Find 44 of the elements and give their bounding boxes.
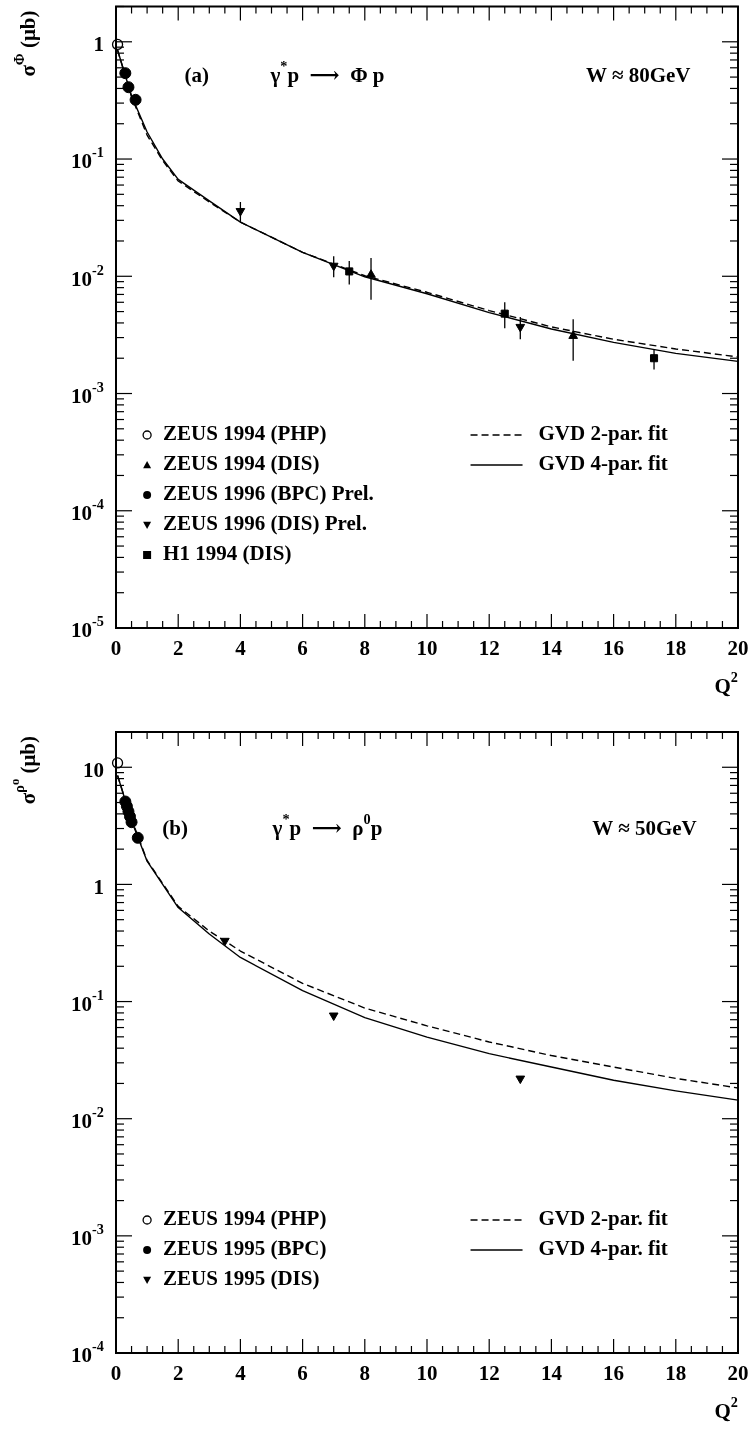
annotation: W ≈ 50GeV	[592, 816, 697, 841]
x-tick-label: 4	[235, 636, 247, 661]
x-tick-label: 20	[727, 1361, 749, 1386]
x-tick-label: 12	[478, 1361, 500, 1386]
legend-label: GVD 2-par. fit	[538, 1206, 668, 1231]
legend-label: ZEUS 1995 (BPC)	[163, 1236, 327, 1261]
x-tick-label: 10	[416, 1361, 438, 1386]
x-tick-label: 0	[110, 1361, 122, 1386]
legend-label: ZEUS 1994 (DIS)	[163, 451, 320, 476]
x-tick-label: 6	[297, 636, 308, 661]
y-axis-title: σρ⁰ (μb)	[11, 735, 41, 805]
x-tick-label: 10	[416, 636, 438, 661]
legend-label: ZEUS 1996 (BPC) Prel.	[163, 481, 374, 506]
x-tick-label: 4	[235, 1361, 247, 1386]
annotation: W ≈ 80GeV	[586, 62, 691, 87]
y-tick-label: 1	[93, 32, 104, 57]
x-tick-label: 6	[297, 1361, 308, 1386]
legend-label: ZEUS 1995 (DIS)	[163, 1266, 320, 1291]
x-tick-label: 16	[603, 1361, 625, 1386]
x-tick-label: 20	[727, 636, 749, 661]
x-tick-label: 14	[540, 636, 563, 661]
x-tick-label: 0	[110, 636, 122, 661]
x-tick-label: 18	[665, 636, 687, 661]
x-tick-label: 2	[172, 1361, 184, 1386]
legend-label: GVD 2-par. fit	[538, 421, 668, 446]
x-tick-label: 18	[665, 1361, 687, 1386]
annotation: (a)	[184, 62, 210, 87]
annotation: γ*p ⟶ Φ p	[269, 57, 385, 87]
legend-label: GVD 4-par. fit	[538, 451, 668, 476]
y-axis-title: σΦ (μb)	[11, 10, 41, 77]
y-tick-label: 10	[83, 757, 104, 782]
x-tick-label: 8	[359, 1361, 371, 1386]
y-tick-label: 1	[93, 874, 104, 899]
x-tick-label: 8	[359, 636, 371, 661]
legend-label: H1 1994 (DIS)	[163, 541, 292, 566]
legend-label: ZEUS 1994 (PHP)	[163, 421, 327, 446]
x-tick-label: 14	[540, 1361, 563, 1386]
legend-label: ZEUS 1996 (DIS) Prel.	[163, 511, 367, 536]
annotation: (b)	[162, 816, 188, 841]
x-tick-label: 12	[478, 636, 500, 661]
legend-label: GVD 4-par. fit	[538, 1236, 668, 1261]
x-tick-label: 16	[603, 636, 625, 661]
x-tick-label: 2	[172, 636, 184, 661]
legend-label: ZEUS 1994 (PHP)	[163, 1206, 327, 1231]
